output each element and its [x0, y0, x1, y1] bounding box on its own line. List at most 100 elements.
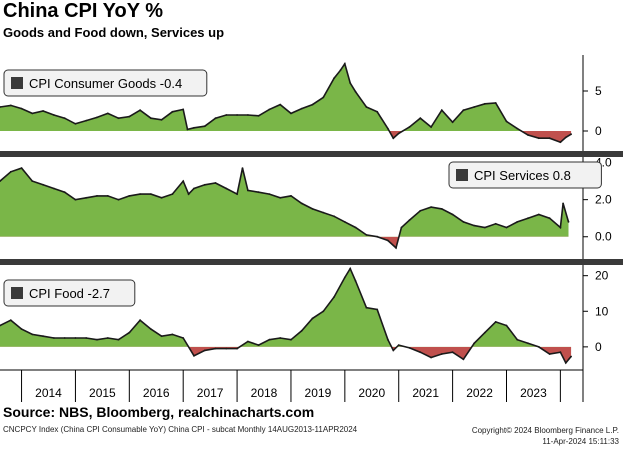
data-point — [462, 109, 465, 112]
data-point — [117, 338, 120, 341]
x-tick-label: 2017 — [197, 386, 224, 400]
data-point — [74, 198, 77, 201]
data-point — [257, 344, 260, 346]
data-point — [484, 226, 486, 229]
data-point — [387, 127, 389, 130]
data-point — [257, 191, 260, 194]
data-point — [279, 103, 282, 106]
data-point — [392, 137, 395, 140]
data-point — [333, 296, 335, 298]
data-point — [214, 182, 217, 184]
data-point — [106, 337, 109, 339]
data-point — [559, 226, 562, 229]
data-point — [400, 226, 403, 229]
data-point — [354, 226, 357, 229]
data-point — [74, 122, 77, 125]
data-point — [395, 247, 397, 249]
data-point — [20, 107, 23, 110]
data-point — [300, 329, 303, 332]
data-point — [354, 90, 357, 93]
data-point — [516, 338, 519, 341]
data-point — [214, 347, 217, 350]
data-point — [311, 317, 314, 320]
data-point — [387, 338, 389, 341]
data-point — [182, 108, 185, 111]
data-point — [440, 353, 443, 355]
data-point — [31, 333, 34, 336]
data-point — [408, 126, 411, 128]
data-point — [20, 328, 23, 330]
data-point — [150, 328, 152, 330]
data-point — [392, 349, 395, 352]
data-point — [203, 183, 206, 186]
legend-box — [3, 279, 136, 307]
data-point — [290, 195, 292, 197]
data-point — [117, 117, 120, 120]
data-point — [247, 114, 249, 116]
data-point — [494, 321, 497, 323]
data-point — [548, 137, 551, 140]
data-point — [171, 110, 174, 113]
data-point — [31, 112, 34, 115]
data-point — [333, 215, 335, 218]
data-point — [567, 221, 570, 223]
data-point — [311, 103, 314, 106]
panel-food: 0 10 20 CPI Food -2.7 — [0, 265, 609, 370]
data-point — [419, 209, 422, 212]
data-point — [0, 106, 1, 108]
data-point — [42, 183, 44, 186]
data-point — [53, 114, 55, 116]
x-tick-label: 2023 — [520, 386, 547, 400]
data-point — [570, 133, 572, 136]
data-point — [505, 324, 508, 327]
data-point — [537, 137, 540, 140]
data-point — [564, 136, 567, 139]
data-point — [225, 114, 228, 116]
data-point — [193, 126, 195, 129]
data-point — [494, 102, 497, 104]
data-point — [186, 128, 189, 131]
data-point — [9, 319, 12, 322]
data-point — [150, 117, 152, 120]
data-point — [9, 104, 12, 107]
data-point — [349, 82, 352, 84]
data-point — [182, 337, 185, 339]
data-point — [171, 333, 174, 336]
data-point — [106, 195, 109, 197]
data-point — [343, 62, 346, 65]
data-point — [354, 280, 357, 282]
source-note: Source: NBS, Bloomberg, realchinacharts.… — [3, 404, 315, 420]
y-tick-label: 20 — [595, 269, 609, 283]
data-point — [150, 193, 152, 196]
data-point — [430, 206, 432, 209]
y-tick-label: 0 — [595, 124, 602, 138]
x-tick-label: 2022 — [466, 386, 493, 400]
data-point — [387, 239, 389, 242]
data-point — [430, 126, 432, 128]
data-point — [548, 353, 551, 355]
legend-label: CPI Services 0.8 — [474, 168, 571, 183]
data-point — [139, 193, 142, 196]
data-point — [63, 191, 66, 194]
data-point — [451, 121, 454, 124]
data-point — [537, 213, 540, 216]
data-point — [268, 193, 271, 196]
y-tick-label: 2.0 — [595, 193, 612, 207]
data-point — [85, 196, 88, 199]
y-tick-label: 0.0 — [595, 230, 612, 244]
data-point — [139, 109, 142, 112]
data-point — [494, 222, 497, 225]
x-tick-label: 2015 — [89, 386, 116, 400]
data-point — [397, 132, 400, 135]
data-point — [187, 193, 190, 196]
data-point — [268, 338, 271, 341]
panel-separator — [0, 259, 623, 265]
data-point — [473, 224, 476, 227]
data-point — [63, 337, 66, 339]
data-point — [214, 117, 217, 120]
copyright-block: Copyright© 2024 Bloomberg Finance L.P. 1… — [472, 425, 619, 447]
data-point — [516, 221, 519, 223]
x-tick-label: 2021 — [412, 386, 439, 400]
